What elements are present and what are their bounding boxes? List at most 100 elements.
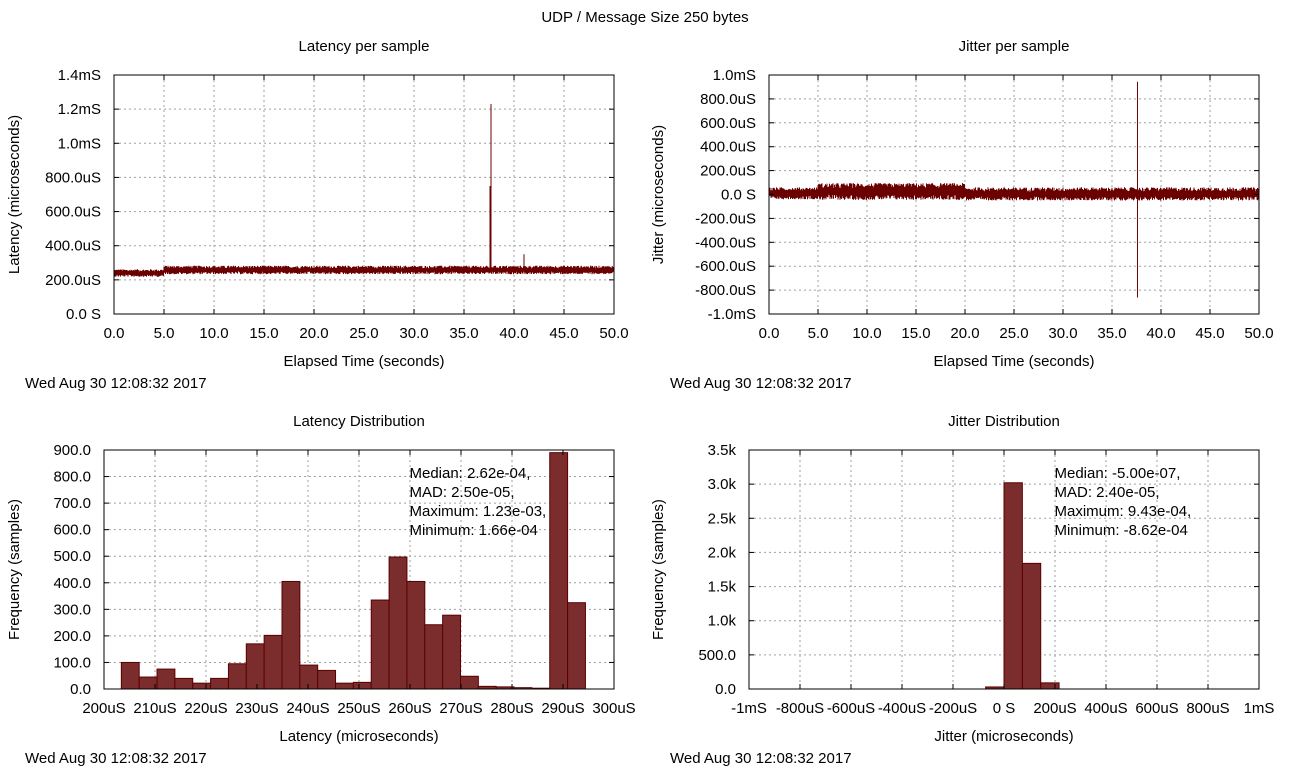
histogram-bar — [120, 661, 140, 690]
x-tick-label: 200uS — [82, 700, 125, 717]
y-tick-label: 2.0k — [708, 544, 737, 561]
chart-panels: Latency per sample 0.0 5.0 10.0 15.0 20.0 25.0… — [6, 38, 1274, 767]
y-tick-label: 900.0 — [53, 442, 91, 459]
x-tick-label: 240uS — [286, 700, 329, 717]
y-tick-label: 0.0 S — [66, 306, 101, 323]
x-tick-label: 45.0 — [549, 325, 578, 342]
y-tick-label: 1.0mS — [58, 135, 101, 152]
histogram-bar — [352, 681, 372, 690]
histogram-bar — [156, 668, 176, 690]
histogram-bar — [459, 675, 479, 690]
annotation-line: Median: 2.62e-04, — [409, 465, 530, 482]
y-tick-label: 100.0 — [53, 654, 91, 671]
x-tick-label: 40.0 — [1146, 325, 1175, 342]
histogram-bar — [138, 676, 158, 690]
x-tick-label: 10.0 — [852, 325, 881, 342]
x-tick-label: -1mS — [731, 700, 767, 717]
annotation-line: Minimum: 1.66e-04 — [409, 522, 537, 539]
x-axis-label: Elapsed Time (seconds) — [284, 353, 445, 370]
histogram-bar — [406, 580, 426, 690]
x-tick-label: 5.0 — [154, 325, 175, 342]
x-tick-label: 600uS — [1135, 700, 1178, 717]
chart-title: Jitter Distribution — [948, 413, 1060, 430]
y-tick-label: -600.0uS — [695, 258, 756, 275]
histogram-bar — [442, 614, 461, 690]
histogram-bar — [210, 677, 229, 690]
histogram-bar — [263, 634, 283, 690]
x-tick-label: 50.0 — [599, 325, 628, 342]
histogram-bar — [1040, 682, 1060, 690]
x-tick-label: 200uS — [1033, 700, 1076, 717]
y-tick-label: 3.0k — [708, 476, 737, 493]
x-axis-label: Jitter (microseconds) — [934, 728, 1073, 745]
chart-title: Jitter per sample — [959, 38, 1070, 55]
x-tick-label: 290uS — [541, 700, 584, 717]
x-tick-label: 35.0 — [1097, 325, 1126, 342]
x-tick-label: -200uS — [929, 700, 977, 717]
x-tick-label: 400uS — [1084, 700, 1127, 717]
histogram-bar — [370, 599, 390, 690]
y-tick-label: -400.0uS — [695, 234, 756, 251]
latency-distribution-chart: Latency Distribution Median: 2.62e-04, MAD… — [6, 413, 636, 767]
histogram-bar — [1021, 562, 1042, 690]
histogram-bar — [388, 556, 408, 690]
y-tick-label: 1.5k — [708, 579, 737, 596]
timestamp: Wed Aug 30 12:08:32 2017 — [670, 750, 852, 767]
x-tick-label: 30.0 — [1048, 325, 1077, 342]
jitter-per-sample-chart: Jitter per sample 0.0 5.0 10.0 15.0 20.0 25.0 3… — [650, 38, 1274, 392]
x-tick-label: -400uS — [878, 700, 926, 717]
timestamp: Wed Aug 30 12:08:32 2017 — [25, 750, 207, 767]
annotation-line: Minimum: -8.62e-04 — [1054, 522, 1187, 539]
y-tick-label: 600.0uS — [45, 204, 101, 221]
y-tick-label: 0.0 — [70, 681, 91, 698]
y-tick-label: 200.0uS — [700, 163, 756, 180]
chart-title: Latency Distribution — [293, 413, 425, 430]
x-axis-label: Elapsed Time (seconds) — [934, 353, 1095, 370]
grid — [104, 450, 614, 689]
jitter-distribution-chart: Jitter Distribution Median: -5.00e-07, MAD… — [650, 413, 1274, 767]
y-tick-label: 1.4mS — [58, 67, 101, 84]
annotation-line: MAD: 2.40e-05, — [1054, 484, 1159, 501]
figure-title: UDP / Message Size 250 bytes — [541, 9, 748, 26]
x-tick-label: 280uS — [490, 700, 533, 717]
x-tick-label: 10.0 — [199, 325, 228, 342]
latency-per-sample-chart: Latency per sample 0.0 5.0 10.0 15.0 20.0 25.0… — [6, 38, 629, 392]
x-tick-label: 1mS — [1244, 700, 1275, 717]
histogram-bar — [317, 669, 337, 690]
histogram-bar — [424, 624, 444, 690]
y-tick-label: 1.2mS — [58, 101, 101, 118]
statistics-annotation: Median: -5.00e-07, MAD: 2.40e-05, Maximum:… — [1054, 465, 1191, 539]
x-tick-label: 15.0 — [249, 325, 278, 342]
x-tick-label: -600uS — [827, 700, 875, 717]
y-axis-label: Jitter (microseconds) — [650, 125, 667, 264]
y-tick-label: 600.0 — [53, 522, 91, 539]
y-tick-label: 500.0 — [698, 647, 736, 664]
x-tick-label: 800uS — [1186, 700, 1229, 717]
histogram-bar — [174, 677, 194, 690]
y-tick-label: 400.0uS — [45, 238, 101, 255]
histogram-bar — [192, 682, 212, 690]
y-axis-label: Frequency (samples) — [650, 499, 667, 640]
histogram-bar — [227, 663, 247, 690]
histogram-bar — [281, 580, 301, 690]
y-axis-label: Latency (microseconds) — [6, 115, 23, 274]
y-tick-label: -200.0uS — [695, 210, 756, 227]
y-tick-label: -1.0mS — [708, 306, 756, 323]
x-tick-label: 20.0 — [299, 325, 328, 342]
x-tick-label: 25.0 — [999, 325, 1028, 342]
y-tick-label: 0.0 S — [721, 187, 756, 204]
x-tick-label: 0.0 — [759, 325, 780, 342]
annotation-line: Maximum: 9.43e-04, — [1054, 503, 1191, 520]
x-tick-label: 270uS — [439, 700, 482, 717]
x-tick-label: 220uS — [184, 700, 227, 717]
x-tick-label: 30.0 — [399, 325, 428, 342]
y-tick-label: 700.0 — [53, 495, 91, 512]
y-tick-label: 200.0uS — [45, 272, 101, 289]
y-tick-label: 1.0k — [708, 613, 737, 630]
histogram-bar — [567, 602, 586, 690]
x-tick-label: 260uS — [388, 700, 431, 717]
x-tick-label: 250uS — [337, 700, 380, 717]
histogram-bar — [299, 664, 319, 690]
y-tick-label: 500.0 — [53, 548, 91, 565]
